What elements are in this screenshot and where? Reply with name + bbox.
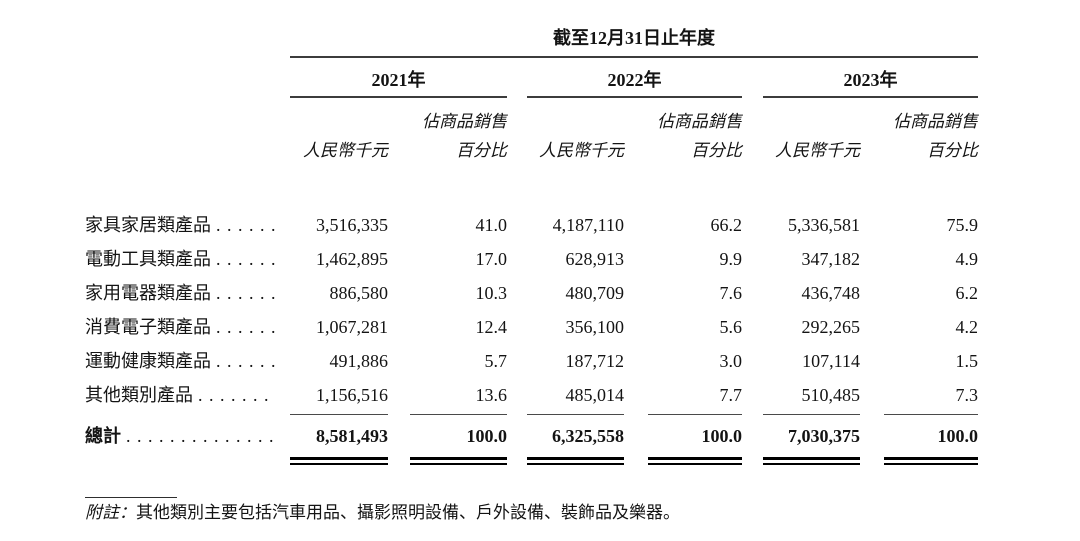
amount-col-header: 人民幣千元 (775, 141, 860, 160)
amount-cell: 4,187,110 (552, 215, 624, 235)
year-header-2021: 2021年 (290, 58, 507, 98)
percent-col-header: 百分比 (691, 141, 742, 160)
total-value: 100.0 (937, 426, 979, 446)
percent-cell: 3.0 (719, 351, 743, 371)
amount-cell: 480,709 (565, 283, 625, 303)
amount-cell: 3,516,335 (316, 215, 388, 235)
amount-cell: 107,114 (802, 351, 860, 371)
percent-cell: 5.7 (484, 351, 508, 371)
footnote-text: 附註：其他類別主要包括汽車用品、攝影照明設備、戶外設備、裝飾品及樂器。 (85, 498, 1080, 528)
table-row: 家用電器類產品 . . . . . . . . . . . . . . . . … (85, 276, 978, 310)
total-value: 8,581,493 (316, 426, 388, 446)
footnote-body: 其他類別主要包括汽車用品、攝影照明設備、戶外設備、裝飾品及樂器。 (136, 503, 680, 522)
amount-col-header: 人民幣千元 (539, 141, 624, 160)
amount-col-header: 人民幣千元 (303, 141, 388, 160)
row-label: 運動健康類產品 (85, 351, 211, 371)
percent-cell: 6.2 (955, 283, 979, 303)
footnote: 附註：其他類別主要包括汽車用品、攝影照明設備、戶外設備、裝飾品及樂器。 (0, 497, 1080, 528)
revenue-by-product-category-table: 截至12月31日止年度 2021年 2022年 2023年 佔商品銷售 佔商品銷… (0, 28, 1080, 471)
table-header: 截至12月31日止年度 (85, 28, 978, 48)
table-row: 家具家居類產品 . . . . . . . . . . . . . . . . … (85, 208, 978, 242)
total-row: 總計 . . . . . . . . . . . . . . . . . . .… (85, 417, 978, 455)
table-row: 運動健康類產品 . . . . . . . . . . . . . . . . … (85, 344, 978, 378)
dot-leader: . . . . . . . . . . . . . . . . . . . . … (126, 426, 276, 446)
total-label: 總計 (85, 426, 121, 446)
subtotal-rule-row (85, 412, 978, 417)
percent-cell: 4.9 (955, 249, 979, 269)
amount-cell: 886,580 (329, 283, 389, 303)
percent-col-header: 百分比 (927, 141, 978, 160)
amount-cell: 292,265 (801, 317, 861, 337)
percent-col-header: 佔商品銷售 (422, 112, 507, 131)
row-label: 其他類別產品 (85, 385, 193, 405)
row-label: 家用電器類產品 (85, 283, 211, 303)
dot-leader: . . . . . . . . . . . . . . . . . . . . … (216, 351, 276, 371)
dot-leader: . . . . . . . . . . . . . . . . . . . . … (216, 317, 276, 337)
percent-header-line1-row: 佔商品銷售 佔商品銷售 佔商品銷售 (85, 112, 978, 132)
percent-cell: 12.4 (475, 317, 508, 337)
amount-cell: 356,100 (565, 317, 625, 337)
amount-cell: 1,156,516 (316, 385, 388, 405)
percent-cell: 7.6 (719, 283, 743, 303)
row-label: 消費電子類產品 (85, 317, 211, 337)
percent-cell: 10.3 (475, 283, 508, 303)
table-body: 家具家居類產品 . . . . . . . . . . . . . . . . … (85, 208, 978, 412)
percent-cell: 1.5 (955, 351, 979, 371)
total-double-rule-row (85, 457, 978, 471)
dot-leader: . . . . . . . . . . . . . . . . . . . . … (216, 283, 276, 303)
footnote-prefix: 附註： (85, 503, 136, 522)
amount-cell: 347,182 (801, 249, 861, 269)
amount-cell: 5,336,581 (788, 215, 860, 235)
row-label: 電動工具類產品 (85, 249, 211, 269)
amount-cell: 628,913 (565, 249, 625, 269)
year-header-2023: 2023年 (763, 58, 978, 98)
period-header: 截至12月31日止年度 (553, 28, 715, 48)
table-row: 電動工具類產品 . . . . . . . . . . . . . . . . … (85, 242, 978, 276)
percent-cell: 9.9 (719, 249, 743, 269)
percent-cell: 13.6 (475, 385, 508, 405)
dot-leader: . . . . . . . . . . . . . . . . . . . . … (198, 385, 276, 405)
percent-cell: 66.2 (710, 215, 743, 235)
row-label: 家具家居類產品 (85, 215, 211, 235)
total-value: 6,325,558 (552, 426, 624, 446)
total-value: 100.0 (466, 426, 508, 446)
percent-cell: 41.0 (475, 215, 508, 235)
dot-leader: . . . . . . . . . . . . . . . . . . . . … (216, 249, 276, 269)
percent-cell: 7.3 (955, 385, 979, 405)
amount-cell: 1,067,281 (316, 317, 388, 337)
table-row: 消費電子類產品 . . . . . . . . . . . . . . . . … (85, 310, 978, 344)
percent-col-header: 佔商品銷售 (893, 112, 978, 131)
amount-cell: 436,748 (801, 283, 861, 303)
amount-cell: 1,462,895 (316, 249, 388, 269)
amount-cell: 510,485 (801, 385, 861, 405)
table-row: 其他類別產品 . . . . . . . . . . . . . . . . .… (85, 378, 978, 412)
dot-leader: . . . . . . . . . . . . . . . . . . . . … (216, 215, 276, 235)
percent-cell: 17.0 (475, 249, 508, 269)
percent-cell: 7.7 (719, 385, 743, 405)
percent-cell: 5.6 (719, 317, 743, 337)
percent-cell: 75.9 (946, 215, 979, 235)
amount-cell: 485,014 (565, 385, 625, 405)
year-header-2022: 2022年 (527, 58, 742, 98)
percent-cell: 4.2 (955, 317, 979, 337)
year-header-row: 2021年 2022年 2023年 (85, 58, 978, 98)
header-top-rule (290, 56, 978, 58)
column-header-row: 人民幣千元 百分比 人民幣千元 百分比 人民幣千元 百分比 (85, 136, 978, 166)
footnote-rule (85, 497, 177, 498)
total-value: 7,030,375 (788, 426, 860, 446)
amount-cell: 491,886 (329, 351, 389, 371)
amount-cell: 187,712 (565, 351, 625, 371)
total-value: 100.0 (701, 426, 743, 446)
percent-col-header: 百分比 (456, 141, 507, 160)
percent-col-header: 佔商品銷售 (657, 112, 742, 131)
